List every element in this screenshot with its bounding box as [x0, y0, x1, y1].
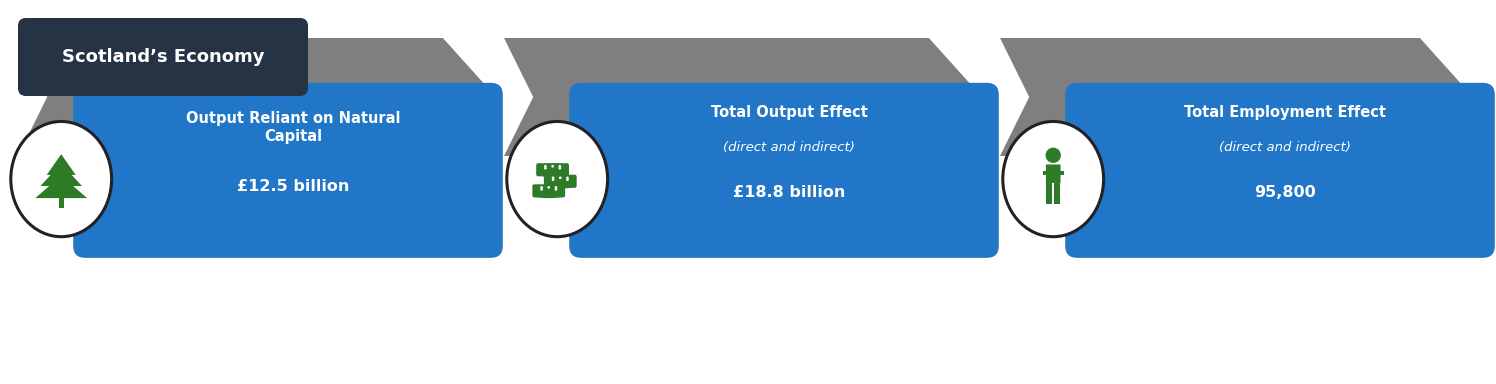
Bar — [1043, 170, 1064, 175]
Text: £18.8 billion: £18.8 billion — [733, 185, 845, 200]
Ellipse shape — [546, 175, 574, 180]
FancyBboxPatch shape — [536, 163, 568, 176]
Text: Total Employment Effect: Total Employment Effect — [1183, 105, 1385, 120]
Bar — [58, 198, 64, 208]
Text: (direct and indirect): (direct and indirect) — [723, 141, 854, 154]
Ellipse shape — [10, 121, 112, 237]
Circle shape — [540, 188, 543, 191]
Ellipse shape — [534, 193, 562, 198]
Circle shape — [558, 165, 561, 167]
PathPatch shape — [504, 38, 981, 156]
PathPatch shape — [18, 38, 497, 156]
Text: 95,800: 95,800 — [1254, 185, 1316, 200]
FancyBboxPatch shape — [1065, 83, 1495, 258]
Text: Output Reliant on Natural
Capital: Output Reliant on Natural Capital — [186, 111, 401, 144]
Ellipse shape — [546, 183, 574, 189]
Circle shape — [545, 165, 546, 167]
Circle shape — [555, 188, 558, 191]
Polygon shape — [36, 175, 87, 198]
Text: Scotland’s Economy: Scotland’s Economy — [61, 48, 265, 66]
Text: £12.5 billion: £12.5 billion — [236, 179, 349, 194]
FancyBboxPatch shape — [1046, 164, 1061, 183]
FancyBboxPatch shape — [568, 83, 999, 258]
Ellipse shape — [1002, 121, 1104, 237]
Circle shape — [552, 179, 555, 181]
PathPatch shape — [999, 38, 1474, 156]
FancyBboxPatch shape — [545, 175, 576, 188]
Circle shape — [555, 186, 558, 189]
Circle shape — [560, 176, 561, 179]
FancyBboxPatch shape — [73, 83, 503, 258]
Circle shape — [1046, 147, 1061, 163]
Circle shape — [565, 179, 568, 181]
Circle shape — [552, 176, 555, 179]
Circle shape — [551, 165, 554, 167]
Circle shape — [545, 167, 546, 170]
FancyBboxPatch shape — [533, 184, 565, 197]
Ellipse shape — [534, 185, 562, 190]
FancyBboxPatch shape — [18, 18, 308, 96]
Text: (direct and indirect): (direct and indirect) — [1219, 141, 1351, 154]
Ellipse shape — [539, 172, 567, 177]
Polygon shape — [46, 154, 76, 175]
Bar — [1046, 183, 1052, 204]
Circle shape — [540, 186, 543, 189]
Ellipse shape — [539, 164, 567, 169]
Ellipse shape — [507, 121, 607, 237]
Circle shape — [548, 186, 551, 189]
Bar — [1055, 183, 1061, 204]
Text: Total Output Effect: Total Output Effect — [711, 105, 868, 120]
Polygon shape — [40, 164, 82, 186]
Circle shape — [565, 176, 568, 179]
Circle shape — [558, 167, 561, 170]
